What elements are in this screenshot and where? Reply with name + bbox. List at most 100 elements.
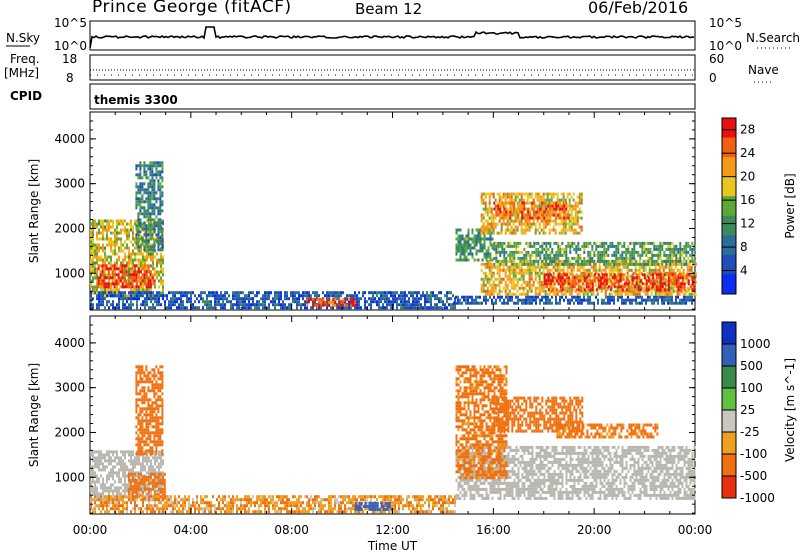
data-cell [102,261,104,265]
data-cell [668,292,671,296]
data-cell [556,222,559,226]
data-cell [565,204,568,208]
data-cell [681,250,684,254]
data-cell [582,292,585,296]
data-cell [547,241,550,245]
data-cell [588,268,591,272]
data-cell [455,252,458,256]
data-cell [150,291,152,295]
data-cell [610,292,613,296]
data-cell [300,306,302,310]
data-cell [512,268,515,272]
data-cell [671,301,673,305]
data-cell [508,219,511,223]
data-cell [518,268,521,272]
data-cell [547,247,550,251]
data-cell [326,294,328,298]
data-cell [272,297,274,301]
data-cell [687,241,690,245]
data-cell [170,306,172,310]
data-cell [629,259,632,263]
data-cell [516,277,519,281]
data-cell [328,297,331,301]
data-cell [503,247,506,251]
freq-label: Freq. [10,52,40,66]
data-cell [510,259,513,263]
data-cell [96,258,98,262]
data-cell [561,262,564,266]
data-cell [308,300,310,304]
data-cell [519,210,522,214]
data-cell [565,244,568,248]
data-cell [523,301,525,305]
data-cell [568,219,571,223]
data-cell [130,303,132,307]
data-cell [420,303,422,307]
data-cell [240,303,242,307]
data-cell [518,216,521,220]
data-cell [506,210,509,214]
data-cell [623,250,626,254]
data-cell [153,227,156,231]
data-cell [104,468,106,472]
data-cell [292,300,294,304]
data-cell [652,268,655,272]
data-cell [633,288,636,292]
data-cell [258,300,260,304]
data-cell [545,207,548,211]
data-cell [294,291,296,295]
data-cell [157,188,160,192]
data-cell [162,261,164,265]
data-cell [455,249,458,253]
data-cell [561,288,564,292]
data-cell [587,241,590,245]
data-cell [508,274,511,278]
data-cell [92,240,94,244]
data-cell [520,259,523,263]
data-cell [649,250,652,254]
data-cell [198,300,200,304]
data-cell [535,247,538,251]
data-cell [124,450,126,454]
data-cell [655,273,658,277]
data-cell [132,252,134,256]
data-cell [216,291,218,295]
data-cell [520,292,523,296]
data-cell [479,240,482,244]
data-cell [603,247,606,251]
data-cell [386,294,388,298]
data-cell [490,222,493,226]
data-cell [547,288,550,292]
data-cell [106,288,108,292]
data-cell [693,276,696,280]
data-cell [589,295,591,299]
data-cell [673,244,676,248]
data-cell [535,259,538,263]
data-cell [159,227,162,231]
data-cell [605,295,607,299]
data-cell [162,267,164,271]
data-cell [614,259,617,263]
data-cell [135,194,138,198]
data-cell [400,303,402,307]
data-cell [603,301,605,305]
data-cell [139,173,142,177]
data-cell [117,273,120,277]
data-cell [671,250,674,254]
data-cell [562,219,565,223]
data-cell [518,262,521,266]
data-cell [484,274,487,278]
data-cell [522,231,525,235]
data-cell [188,300,190,304]
data-cell [501,295,503,299]
data-cell [352,294,354,298]
data-cell [579,273,582,277]
data-cell [102,231,104,235]
data-cell [529,244,532,248]
data-cell [585,298,587,302]
data-cell [592,292,595,296]
data-cell [667,298,669,302]
data-cell [136,252,138,256]
data-cell [509,216,512,220]
data-cell [685,250,688,254]
